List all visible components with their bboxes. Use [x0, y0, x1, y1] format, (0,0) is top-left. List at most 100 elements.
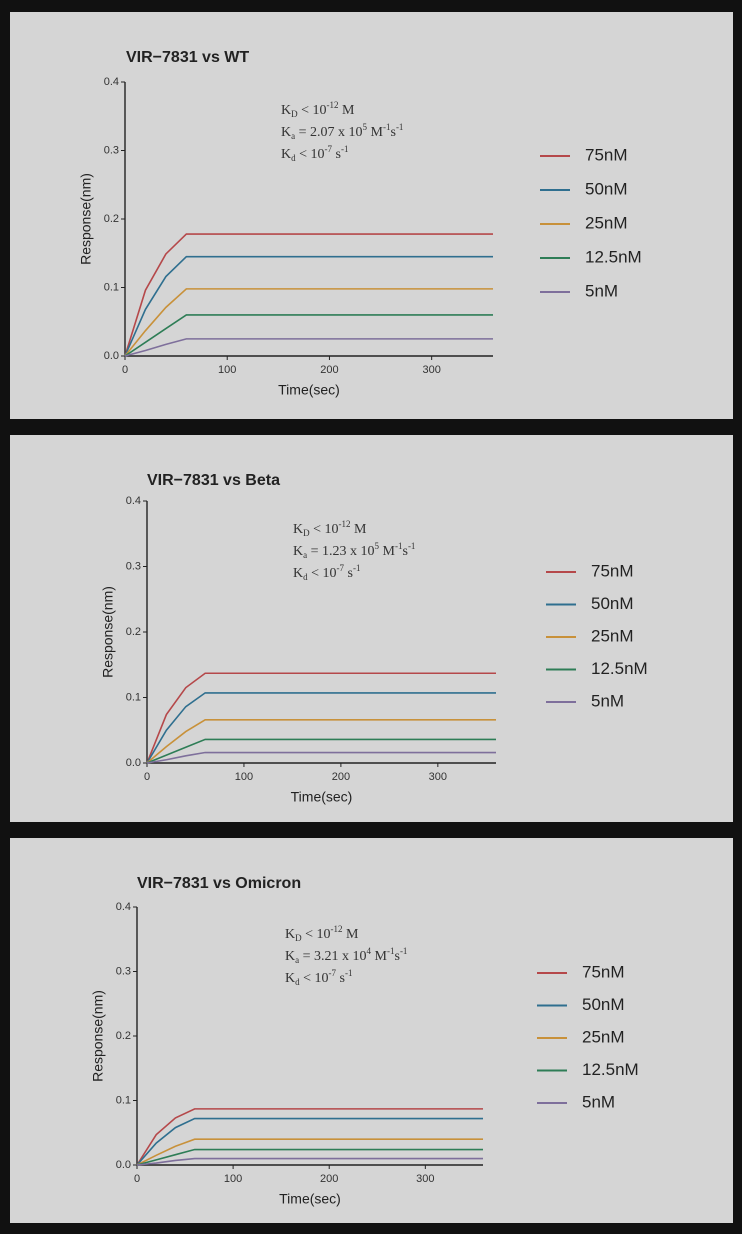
legend-label: 25nM: [585, 213, 628, 232]
annotation-part: = 2.07 x 10: [295, 125, 362, 140]
series-line: [124, 338, 493, 357]
legend-label: 50nM: [591, 594, 634, 613]
annotation-part: < 10: [310, 522, 339, 537]
series-line: [146, 672, 496, 764]
annotation-part: M: [351, 522, 368, 537]
x-axis-label: Time(sec): [278, 382, 340, 398]
y-axis-label: Response(nm): [90, 990, 106, 1082]
annotation-part: K: [293, 566, 303, 581]
annotation-part: -1: [383, 122, 391, 132]
annotation-part: -7: [337, 563, 345, 573]
y-axis-label: Response(nm): [100, 586, 116, 678]
annotation-part: K: [285, 949, 295, 964]
y-tick-label: 0.4: [126, 495, 141, 507]
annotation: KD < 10-12 M: [281, 100, 355, 119]
annotation-part: < 10: [296, 147, 325, 162]
legend-label: 75nM: [582, 962, 625, 981]
annotation: Ka = 1.23 x 105 M-1s-1: [293, 541, 415, 560]
y-tick-label: 0.2: [126, 626, 141, 638]
y-tick-label: 0.2: [116, 1030, 131, 1042]
chart-title: VIR−7831 vs Omicron: [137, 875, 301, 892]
x-tick-label: 200: [332, 771, 350, 783]
annotation-part: K: [281, 125, 291, 140]
annotation-part: M: [379, 544, 396, 559]
y-axis-label: Response(nm): [78, 173, 94, 265]
annotation: Kd < 10-7 s-1: [281, 144, 348, 163]
x-tick-label: 0: [134, 1173, 140, 1185]
annotation-part: a: [295, 955, 299, 965]
annotation-part: K: [285, 971, 295, 986]
annotation-part: D: [291, 109, 298, 119]
annotation: KD < 10-12 M: [293, 519, 367, 538]
annotation-part: d: [295, 977, 300, 987]
x-axis-label: Time(sec): [279, 1191, 341, 1207]
annotation-part: -1: [396, 122, 404, 132]
y-tick-label: 0.2: [104, 213, 119, 225]
x-tick-label: 0: [122, 364, 128, 376]
annotation-part: D: [295, 933, 302, 943]
annotation-part: M: [343, 927, 360, 942]
x-tick-label: 100: [218, 364, 236, 376]
annotation-part: -12: [331, 924, 343, 934]
x-tick-label: 200: [320, 1173, 338, 1185]
annotation-part: -12: [327, 100, 339, 110]
y-tick-label: 0.3: [126, 560, 141, 572]
annotation-part: < 10: [308, 566, 337, 581]
legend-label: 75nM: [591, 561, 634, 580]
y-tick-label: 0.4: [104, 76, 119, 88]
annotation-part: = 3.21 x 10: [299, 949, 366, 964]
legend-label: 5nM: [591, 691, 624, 710]
annotation-part: -7: [329, 968, 337, 978]
annotation-part: s: [394, 949, 399, 964]
series-line: [124, 255, 493, 357]
annotation-part: < 10: [302, 927, 331, 942]
annotation-part: a: [291, 131, 295, 141]
legend-label: 12.5nM: [585, 247, 642, 266]
legend-label: 5nM: [585, 281, 618, 300]
annotation-part: -1: [353, 563, 361, 573]
annotation: Kd < 10-7 s-1: [285, 968, 352, 987]
annotation-part: -1: [408, 541, 416, 551]
x-tick-label: 100: [224, 1173, 242, 1185]
series-line: [146, 751, 496, 764]
legend-label: 75nM: [585, 145, 628, 164]
y-tick-label: 0.1: [104, 281, 119, 293]
series-line: [124, 233, 493, 357]
annotation-part: 4: [367, 946, 372, 956]
annotation-part: M: [371, 949, 388, 964]
annotation-part: D: [303, 528, 310, 538]
y-tick-label: 0.4: [116, 901, 131, 913]
annotation-part: s: [402, 544, 407, 559]
series-line: [136, 1148, 483, 1166]
annotation-part: M: [367, 125, 384, 140]
panel: [10, 12, 733, 419]
y-tick-label: 0.3: [116, 965, 131, 977]
panel: [10, 435, 733, 822]
annotation-part: s: [336, 971, 345, 986]
y-tick-label: 0.0: [116, 1159, 131, 1171]
y-tick-label: 0.0: [126, 757, 141, 769]
x-axis-label: Time(sec): [291, 789, 353, 805]
annotation-part: -1: [341, 144, 349, 154]
annotation-part: -7: [325, 144, 333, 154]
series-line: [136, 1138, 483, 1166]
annotation-part: 5: [375, 541, 380, 551]
series-line: [146, 692, 496, 764]
annotation-part: -1: [400, 946, 408, 956]
annotation-part: -12: [339, 519, 351, 529]
x-tick-label: 300: [429, 771, 447, 783]
x-tick-label: 200: [320, 364, 338, 376]
y-tick-label: 0.0: [104, 350, 119, 362]
annotation-part: = 1.23 x 10: [307, 544, 374, 559]
legend-label: 25nM: [591, 626, 634, 645]
y-tick-label: 0.3: [104, 144, 119, 156]
annotation-part: s: [344, 566, 353, 581]
annotation-part: a: [303, 550, 307, 560]
annotation-part: -1: [387, 946, 395, 956]
series-line: [124, 314, 493, 357]
annotation-part: < 10: [298, 103, 327, 118]
legend-label: 12.5nM: [591, 659, 648, 678]
annotation-part: M: [339, 103, 356, 118]
annotation-part: -1: [395, 541, 403, 551]
annotation: Kd < 10-7 s-1: [293, 563, 360, 582]
